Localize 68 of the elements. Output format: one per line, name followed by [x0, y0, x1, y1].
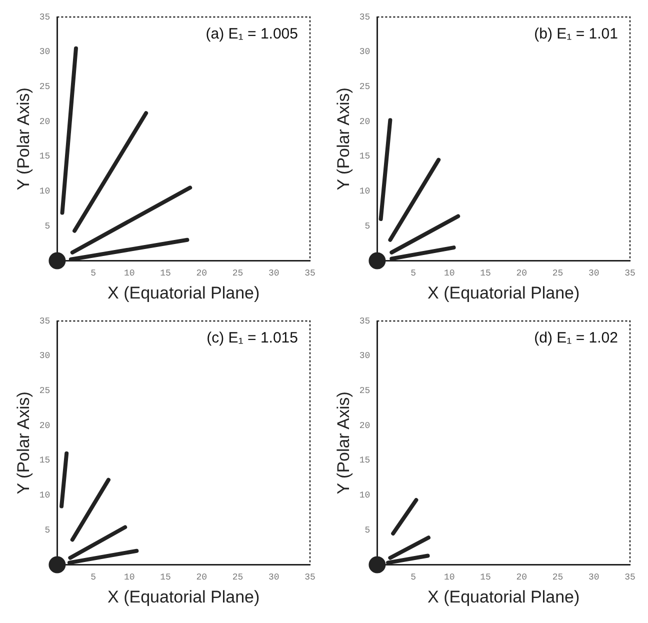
x-tick-label: 5: [90, 572, 96, 583]
y-tick-label: 5: [364, 525, 370, 536]
y-tick-label: 20: [39, 116, 50, 127]
x-tick-label: 15: [480, 268, 491, 279]
text: (b) E₁ = 1.01: [534, 26, 618, 43]
y-tick-label: 35: [359, 12, 370, 22]
x-tick-label: 35: [624, 268, 636, 279]
y-tick-label: 20: [39, 420, 50, 431]
y-tick-label: 25: [39, 386, 50, 396]
y-tick-label: 30: [39, 351, 50, 362]
y-axis-title: Y (Polar Axis): [334, 392, 353, 494]
x-tick-label: 20: [516, 268, 528, 279]
x-tick-label: 15: [160, 268, 171, 279]
y-axis-title: Y (Polar Axis): [14, 88, 33, 190]
y-tick-label: 15: [39, 152, 50, 162]
x-tick-label: 30: [268, 572, 280, 583]
x-tick-label: 30: [588, 268, 600, 279]
y-tick-label: 15: [359, 456, 370, 466]
y-axis-title: Y (Polar Axis): [334, 88, 353, 190]
x-tick-label: 35: [304, 268, 316, 279]
y-tick-label: 20: [359, 420, 370, 431]
text: (c) E₁ = 1.015: [206, 330, 298, 347]
x-tick-label: 10: [124, 572, 135, 583]
y-tick-label: 15: [359, 152, 370, 162]
x-tick-label: 30: [268, 268, 280, 279]
x-axis-title: X (Equatorial Plane): [428, 283, 580, 302]
x-axis-title: X (Equatorial Plane): [428, 587, 580, 606]
y-tick-label: 5: [364, 221, 370, 232]
y-tick-label: 35: [359, 316, 370, 326]
y-tick-label: 15: [39, 456, 50, 466]
x-axis-title: X (Equatorial Plane): [108, 587, 260, 606]
x-tick-label: 25: [232, 268, 244, 279]
y-tick-label: 5: [44, 525, 50, 536]
y-axis-title: Y (Polar Axis): [14, 392, 33, 494]
y-tick-label: 30: [359, 351, 370, 362]
y-tick-label: 10: [39, 186, 50, 197]
y-tick-label: 30: [359, 47, 370, 58]
x-tick-label: 15: [160, 572, 171, 583]
x-tick-label: 15: [480, 572, 491, 583]
x-tick-label: 20: [196, 572, 208, 583]
x-tick-label: 5: [410, 268, 416, 279]
y-tick-label: 25: [39, 82, 50, 92]
y-tick-label: 10: [359, 490, 370, 501]
y-tick-label: 10: [359, 186, 370, 197]
y-tick-label: 25: [359, 386, 370, 396]
x-tick-label: 30: [588, 572, 600, 583]
text: (d) E₁ = 1.02: [534, 330, 618, 347]
x-tick-label: 20: [516, 572, 528, 583]
x-tick-label: 10: [444, 572, 455, 583]
x-tick-label: 35: [304, 572, 316, 583]
x-tick-label: 5: [410, 572, 416, 583]
x-tick-label: 10: [444, 268, 455, 279]
x-tick-label: 10: [124, 268, 135, 279]
x-tick-label: 35: [624, 572, 636, 583]
x-tick-label: 25: [552, 572, 564, 583]
y-tick-label: 5: [44, 221, 50, 232]
y-tick-label: 30: [39, 47, 50, 58]
y-tick-label: 35: [39, 12, 50, 22]
x-tick-label: 25: [232, 572, 244, 583]
x-axis-title: X (Equatorial Plane): [108, 283, 260, 302]
y-tick-label: 25: [359, 82, 370, 92]
y-tick-label: 20: [359, 116, 370, 127]
x-tick-label: 20: [196, 268, 208, 279]
y-tick-label: 35: [39, 316, 50, 326]
x-tick-label: 5: [90, 268, 96, 279]
text: (a) E₁ = 1.005: [206, 26, 298, 43]
y-tick-label: 10: [39, 490, 50, 501]
x-tick-label: 25: [552, 268, 564, 279]
